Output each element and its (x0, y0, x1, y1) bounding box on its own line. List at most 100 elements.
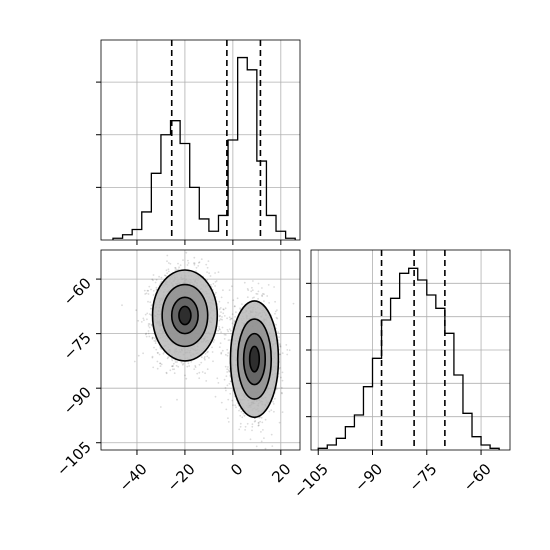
joint-point (176, 361, 178, 363)
joint-point (228, 370, 231, 373)
joint-point (204, 372, 207, 375)
joint-point (224, 334, 227, 336)
joint-point (148, 335, 151, 338)
joint-point (204, 352, 207, 355)
joint-point (158, 353, 161, 356)
joint-point (218, 326, 221, 328)
joint-point (147, 332, 150, 335)
joint-point (223, 315, 226, 317)
joint-point (148, 313, 151, 315)
joint-point (169, 369, 172, 372)
joint-point (228, 289, 231, 291)
joint-point (166, 260, 168, 263)
joint-point (156, 360, 159, 363)
joint-point (275, 323, 277, 326)
joint-point (215, 280, 218, 282)
joint-point (222, 308, 225, 311)
joint-point (218, 346, 221, 348)
joint-point (164, 274, 167, 277)
joint-point (218, 315, 221, 318)
joint-point (249, 438, 252, 441)
joint-point (206, 351, 209, 354)
joint-xtick-label-2: 0 (227, 460, 246, 479)
joint-point (209, 275, 212, 277)
joint-point (231, 322, 234, 325)
joint-point (239, 307, 242, 310)
joint-point (230, 285, 233, 288)
joint-point (167, 262, 170, 264)
joint-point (159, 362, 162, 365)
joint-point (251, 289, 254, 292)
joint-point (221, 318, 224, 321)
joint-point (243, 414, 246, 417)
joint-point (204, 358, 206, 361)
joint-point (137, 354, 140, 357)
joint-point (219, 307, 222, 309)
joint-point (159, 347, 162, 349)
joint-point (148, 326, 151, 329)
joint-point (270, 433, 273, 436)
joint-point (151, 337, 154, 340)
joint-point (147, 325, 150, 327)
joint-point (180, 361, 183, 364)
joint-point (271, 445, 274, 447)
joint-point (239, 414, 242, 417)
joint-point (224, 307, 227, 310)
joint-contour-1-0 (229, 300, 280, 419)
joint-point (264, 418, 267, 421)
joint-point (182, 259, 184, 261)
joint-point (230, 317, 232, 320)
joint-point (273, 397, 276, 400)
joint-point (218, 300, 221, 303)
joint-point (268, 302, 270, 304)
joint-point (228, 316, 231, 319)
joint-point (203, 357, 206, 360)
joint-ytick-label-3: −105 (53, 438, 95, 480)
joint-point (121, 304, 123, 307)
joint-contour-1-1 (236, 318, 273, 400)
joint-point (184, 374, 186, 377)
joint-point (160, 348, 163, 350)
joint-point (207, 260, 210, 262)
joint-point (226, 354, 229, 357)
joint-point (276, 309, 278, 311)
joint-point (278, 366, 281, 369)
joint-point (153, 346, 155, 349)
right-hist-xtick-label-2: −75 (405, 460, 440, 495)
joint-point (220, 401, 223, 404)
joint-point (261, 421, 264, 424)
joint-point (165, 269, 168, 272)
joint-density-fill-0-3 (178, 306, 191, 325)
joint-point (186, 264, 189, 266)
joint-point (215, 291, 217, 294)
joint-point (246, 288, 249, 290)
joint-point (178, 266, 181, 269)
joint-point (208, 357, 210, 359)
joint-point (220, 351, 223, 354)
joint-point (154, 281, 157, 284)
joint-point (162, 352, 165, 355)
joint-point (147, 300, 149, 303)
joint-point (193, 368, 196, 370)
joint-point (259, 420, 261, 423)
joint-point (172, 365, 175, 367)
joint-point (251, 425, 254, 428)
joint-point (285, 344, 288, 346)
joint-point (286, 349, 289, 351)
joint-point (150, 314, 152, 316)
joint-point (166, 357, 169, 360)
joint-point (246, 422, 249, 425)
joint-point (142, 317, 145, 320)
joint-point (239, 408, 242, 410)
joint-point (165, 371, 168, 374)
joint-point (151, 356, 154, 359)
joint-point (150, 304, 153, 307)
right-hist-xtick-label-0: −105 (290, 460, 332, 502)
joint-point (147, 330, 150, 332)
top-hist-steps (112, 56, 296, 240)
joint-point (163, 274, 166, 277)
joint-point (261, 287, 263, 289)
joint-point (221, 326, 224, 329)
joint-point (227, 339, 230, 342)
joint-point (226, 384, 229, 387)
